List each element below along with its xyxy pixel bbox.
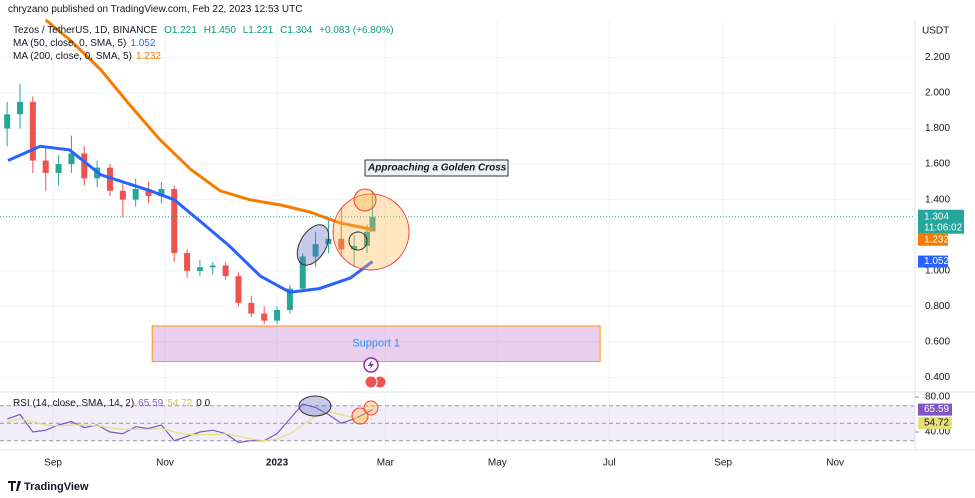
ellipse-drawing — [296, 224, 330, 266]
x-tick-label: Nov — [826, 458, 844, 469]
candle-body — [145, 188, 152, 197]
y-tick-label: 2.000 — [925, 88, 950, 99]
candle-body — [261, 313, 268, 321]
x-tick-label: 2023 — [266, 458, 289, 469]
ma-value-box — [918, 233, 948, 246]
legend-name: MA (200, close, 0, SMA, 5) — [13, 51, 132, 62]
open: O1.221 — [164, 25, 197, 36]
y-tick-label: 1.400 — [925, 194, 950, 205]
rsi-value-label: 54.72 — [924, 418, 949, 429]
candle-body — [119, 190, 126, 200]
x-tick-label: Sep — [44, 458, 62, 469]
candle-body — [235, 276, 242, 303]
annotation-box — [364, 159, 509, 177]
rsi-title: RSI (14, close, SMA, 14, 2) — [13, 398, 135, 409]
published: chryzano published on TradingView.com, F… — [8, 4, 306, 15]
legend-rsi: RSI (14, close, SMA, 14, 2) 65.59 54.72 0 0 — [13, 398, 214, 409]
x-tick-label: Jul — [603, 458, 616, 469]
lightning-icon — [368, 360, 374, 370]
y-tick-label: 1.800 — [925, 123, 950, 134]
rsi-value: 65.59 — [138, 398, 164, 409]
price-label: 1.304 — [924, 211, 949, 222]
rsi-tick-label: 40.00 — [925, 427, 950, 438]
candle-body — [29, 101, 36, 161]
legend-name: MA (50, close, 0, SMA, 5) — [13, 38, 127, 49]
candle-body — [299, 256, 306, 289]
y-tick-label: 0.400 — [925, 372, 950, 383]
candle-body — [4, 114, 11, 129]
y-tick-label: 1.600 — [925, 159, 950, 170]
price-box — [918, 209, 964, 234]
candle-body — [158, 188, 165, 197]
rsi-value-box — [918, 403, 952, 416]
candle-body — [274, 309, 281, 321]
x-tick-label: Sep — [714, 458, 732, 469]
annotation: Approaching a Golden Cross — [367, 163, 507, 174]
rsi-value-box — [918, 417, 952, 430]
low: L1.221 — [242, 25, 274, 36]
x-tick-label: Nov — [156, 458, 174, 469]
y-tick-label: 1.000 — [925, 265, 950, 276]
ma-line — [7, 144, 374, 294]
candle-body — [338, 238, 345, 250]
candle-body — [55, 164, 62, 173]
legend-value: 1.232 — [135, 51, 161, 62]
legend-ma50: MA (50, close, 0, SMA, 5) 1.052 — [13, 38, 159, 49]
currency: USDT — [922, 26, 949, 37]
legend-main: Tezos / TetherUS, 1D, BINANCE O1.221 H1.… — [13, 25, 398, 36]
candle-body — [286, 288, 293, 310]
drawings — [296, 188, 410, 425]
rsi-tick-label: 80.00 — [925, 392, 950, 403]
candle-body — [196, 267, 203, 271]
circle-drawing — [363, 400, 379, 416]
candle-body — [351, 245, 358, 250]
candle-body — [42, 160, 49, 173]
support-label: Support 1 — [352, 338, 400, 350]
candle-body — [312, 244, 319, 257]
candle-body — [171, 188, 178, 254]
rsi-value-label: 65.59 — [924, 404, 949, 415]
y-tick-label: 0.600 — [925, 337, 950, 348]
candle-body — [209, 265, 216, 268]
candle-body — [184, 253, 191, 271]
close: C1.304 — [280, 25, 313, 36]
candle-body — [222, 265, 229, 277]
high: H1.450 — [203, 25, 236, 36]
x-tick-label: May — [488, 458, 507, 469]
candle-body — [17, 101, 24, 115]
legend-ma200: MA (200, close, 0, SMA, 5) 1.232 — [13, 51, 165, 62]
rsi-sma-value: 54.72 — [167, 398, 193, 409]
circle-drawing — [348, 231, 368, 251]
ma-value-label: 1.052 — [924, 256, 949, 267]
symbol: Tezos / TetherUS, 1D, BINANCE — [13, 25, 158, 36]
event-icon[interactable] — [364, 375, 378, 389]
ma-value-box — [918, 255, 948, 268]
support-zone — [151, 325, 601, 363]
circle-drawing — [332, 193, 410, 271]
logo-icon — [8, 481, 21, 491]
ma-line — [44, 18, 373, 231]
x-tick-label: Mar — [377, 458, 395, 469]
legend-value: 1.052 — [130, 38, 156, 49]
change: +0.083 (+6.80%) — [319, 25, 394, 36]
ma-value-label: 1.232 — [924, 234, 949, 245]
circle-drawing — [353, 188, 377, 212]
candle-body — [81, 153, 88, 179]
y-tick-label: 0.800 — [925, 301, 950, 312]
y-tick-label: 2.200 — [925, 52, 950, 63]
countdown: 11:06:02 — [924, 222, 963, 233]
candle-body — [369, 216, 376, 232]
brand: TradingView — [24, 481, 89, 493]
candle-body — [68, 153, 75, 165]
candle-body — [132, 188, 139, 200]
candle-body — [248, 302, 255, 314]
ellipse-drawing — [298, 395, 332, 417]
rsi-extra: 0 0 — [196, 398, 211, 409]
circle-drawing — [351, 407, 369, 425]
plot: Sep Nov 2023 Mar May Jul Sep Nov 0.400 0.600 0.800… — [0, 18, 964, 469]
published-text: chryzano published on TradingView.com, F… — [8, 4, 303, 15]
